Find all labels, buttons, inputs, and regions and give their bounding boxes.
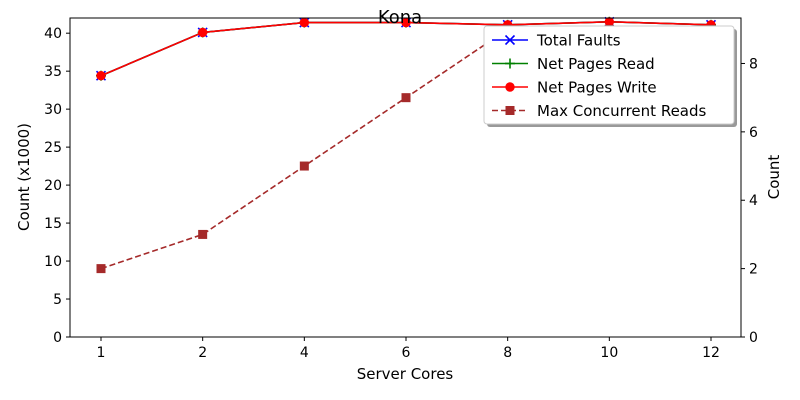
y-right-tick-label: 6: [749, 125, 758, 141]
legend-marker: [505, 82, 515, 92]
legend-label: Net Pages Write: [537, 79, 657, 97]
y-right-tick-label: 2: [749, 262, 758, 278]
data-point: [198, 229, 208, 239]
legend-item: Total Faults: [492, 32, 621, 50]
y-left-tick-label: 35: [44, 64, 62, 80]
data-point: [299, 161, 309, 171]
y-left-tick-label: 20: [44, 178, 62, 194]
data-point: [401, 93, 411, 103]
y-left-tick-label: 30: [44, 102, 62, 118]
legend: Total Faults Net Pages Read Net Pages Writ…: [483, 25, 737, 127]
y-left-tick-label: 40: [44, 26, 62, 42]
y-left-tick-label: 5: [53, 292, 62, 308]
x-tick-label: 12: [702, 345, 720, 361]
x-tick-label: 10: [600, 345, 618, 361]
chart-title: Kona: [378, 7, 422, 28]
data-point: [604, 17, 615, 27]
x-tick-label: 8: [503, 345, 512, 361]
y-right-tick-label: 8: [749, 56, 758, 72]
legend-box: [483, 25, 735, 125]
y-left-tick-label: 25: [44, 140, 62, 156]
legend-marker: [505, 58, 515, 69]
x-tick-label: 6: [402, 345, 411, 361]
y-right-tick-label: 0: [749, 330, 758, 346]
legend-label: Total Faults: [536, 32, 621, 50]
legend-item: Net Pages Read: [492, 55, 655, 73]
y-left-tick-label: 0: [53, 330, 62, 346]
x-tick-label: 2: [198, 345, 207, 361]
data-point: [299, 17, 310, 28]
y-left-tick-label: 15: [44, 216, 62, 232]
y-right-tick-label: 4: [749, 193, 758, 209]
legend-label: Net Pages Read: [537, 55, 655, 73]
data-point: [96, 264, 106, 274]
y-axis-right-label: Count: [765, 155, 783, 200]
data-point: [197, 27, 208, 38]
y-axis-left-label: Count (x1000): [15, 123, 33, 231]
y-left-tick-label: 10: [44, 254, 62, 270]
x-tick-label: 1: [97, 345, 106, 361]
data-point: [96, 71, 106, 81]
x-axis-label: Server Cores: [357, 365, 454, 383]
legend-marker: [505, 106, 515, 115]
legend-item: Max Concurrent Reads: [492, 102, 707, 120]
legend-item: Net Pages Write: [492, 79, 657, 97]
legend-label: Max Concurrent Reads: [537, 102, 707, 120]
x-tick-label: 4: [300, 345, 309, 361]
legend-marker: [504, 34, 516, 46]
